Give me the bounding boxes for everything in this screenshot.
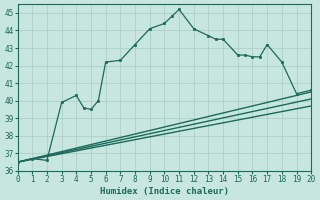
X-axis label: Humidex (Indice chaleur): Humidex (Indice chaleur) [100,187,229,196]
